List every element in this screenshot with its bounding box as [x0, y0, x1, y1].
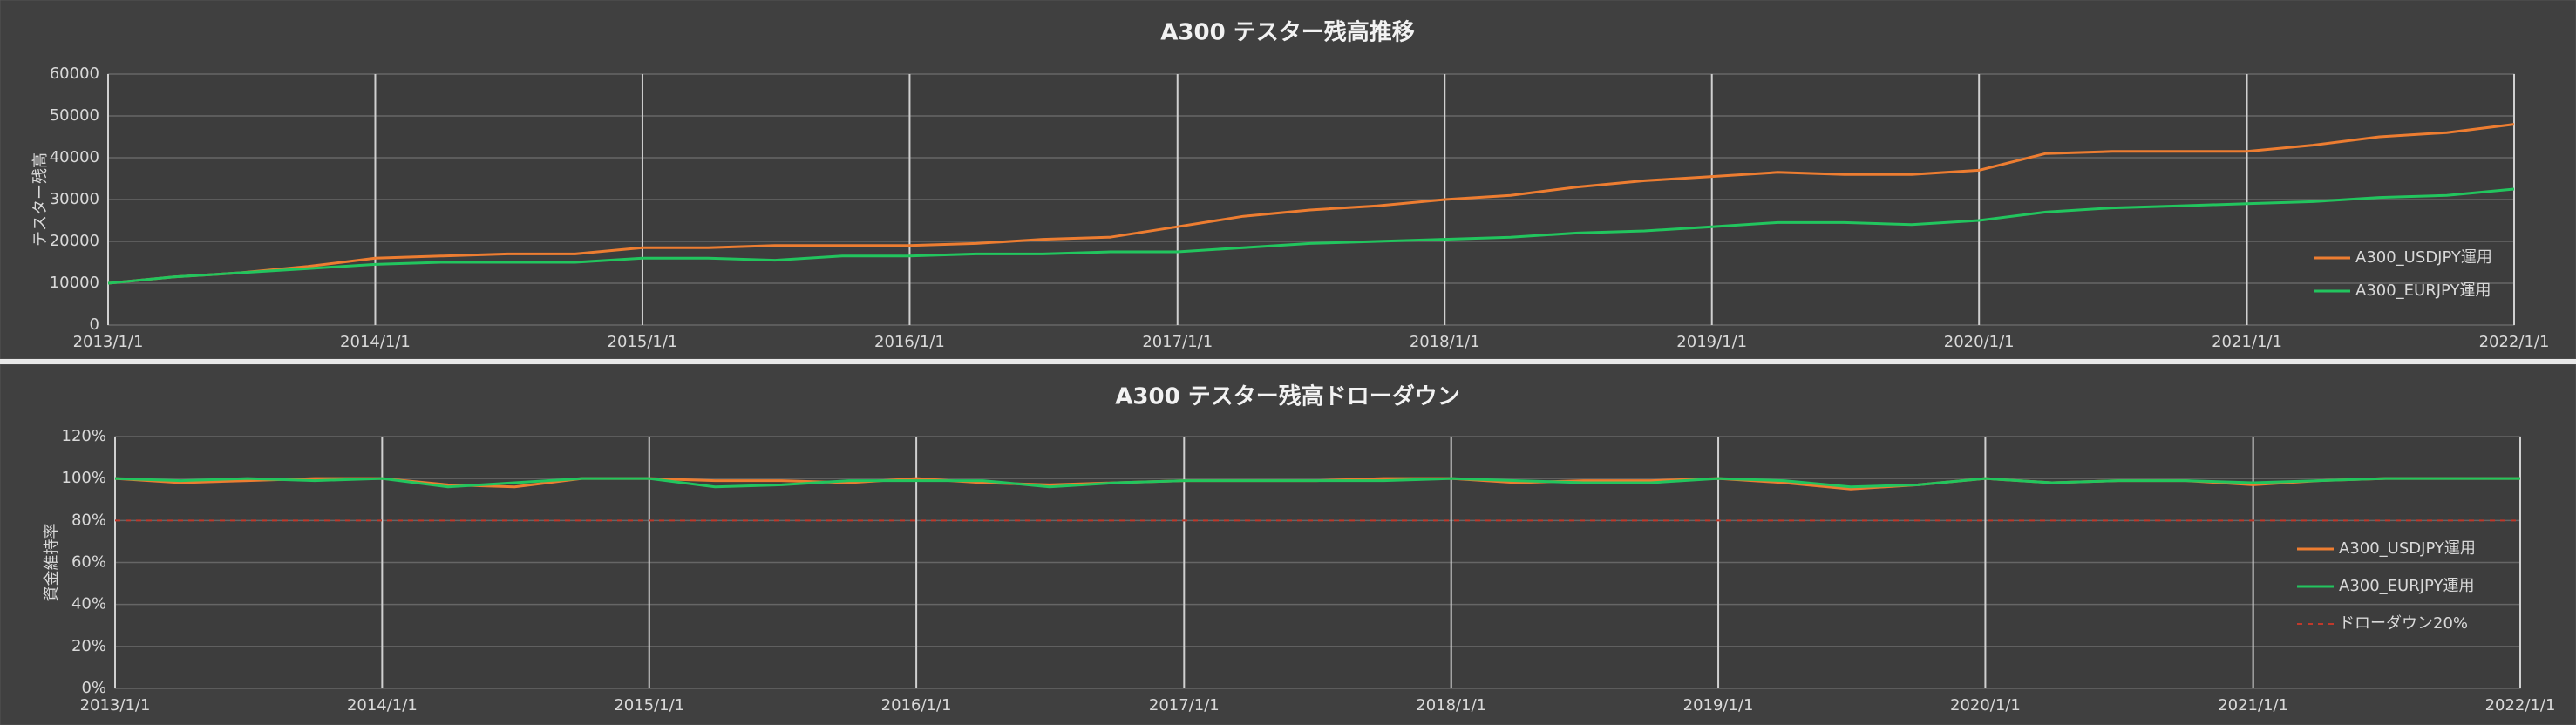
x-tick-label: 2021/1/1: [2218, 696, 2288, 715]
y-tick-label: 60000: [50, 64, 99, 83]
x-tick-label: 2014/1/1: [340, 333, 411, 351]
x-tick-label: 2015/1/1: [614, 696, 684, 715]
x-tick-label: 2016/1/1: [874, 333, 945, 351]
x-tick-label: 2021/1/1: [2212, 333, 2282, 351]
y-tick-label: 0: [90, 315, 99, 334]
y-tick-label: 20000: [50, 232, 99, 250]
divider: [0, 359, 2576, 364]
x-tick-label: 2022/1/1: [2479, 333, 2550, 351]
x-tick-label: 2019/1/1: [1676, 333, 1747, 351]
y-tick-label: 80%: [71, 511, 106, 529]
y-tick-label: 50000: [50, 106, 99, 125]
x-tick-label: 2016/1/1: [881, 696, 952, 715]
x-tick-label: 2020/1/1: [1950, 696, 2021, 715]
legend-label: A300_EURJPY運用: [2339, 577, 2475, 595]
x-tick-label: 2020/1/1: [1944, 333, 2015, 351]
x-tick-label: 2013/1/1: [80, 696, 151, 715]
legend-label: ドローダウン20%: [2339, 614, 2468, 633]
x-tick-label: 2018/1/1: [1410, 333, 1480, 351]
x-tick-label: 2015/1/1: [608, 333, 678, 351]
y-tick-label: 60%: [71, 553, 106, 572]
x-tick-label: 2014/1/1: [347, 696, 418, 715]
x-tick-label: 2017/1/1: [1142, 333, 1213, 351]
chart-title: A300 テスター残高ドローダウン: [1115, 383, 1459, 410]
legend-label: A300_USDJPY運用: [2355, 248, 2492, 267]
y-axis-title: 資金維持率: [43, 524, 61, 602]
series-line: [107, 187, 2515, 285]
legend-label: A300_EURJPY運用: [2355, 281, 2491, 300]
series-line: [107, 123, 2515, 285]
y-tick-label: 100%: [62, 469, 106, 487]
y-tick-label: 120%: [62, 427, 106, 445]
x-tick-label: 2017/1/1: [1149, 696, 1220, 715]
chart-title: A300 テスター残高推移: [1160, 19, 1414, 46]
y-tick-label: 30000: [50, 190, 99, 208]
y-tick-label: 20%: [71, 637, 106, 655]
x-tick-label: 2013/1/1: [73, 333, 144, 351]
y-axis-title: テスター残高: [31, 152, 50, 247]
y-tick-label: 0%: [81, 679, 106, 697]
series-line: [114, 477, 2520, 489]
x-tick-label: 2018/1/1: [1416, 696, 1486, 715]
y-tick-label: 10000: [50, 274, 99, 292]
x-tick-label: 2019/1/1: [1683, 696, 1754, 715]
y-tick-label: 40000: [50, 148, 99, 166]
legend-label: A300_USDJPY運用: [2339, 539, 2476, 558]
x-tick-label: 2022/1/1: [2485, 696, 2556, 715]
y-tick-label: 40%: [71, 595, 106, 613]
